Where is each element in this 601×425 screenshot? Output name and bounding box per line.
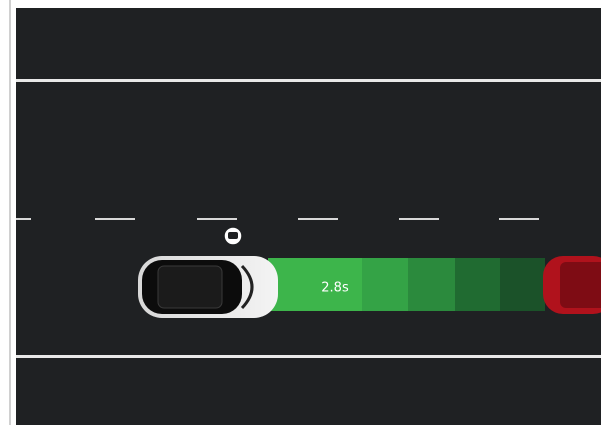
lane-line-top — [16, 79, 601, 82]
following-distance-bar — [268, 258, 545, 311]
own-car — [138, 256, 278, 318]
road — [16, 8, 601, 425]
assist-icon — [224, 227, 242, 245]
page: 2.8s (() => { const data = JSON.parse(do… — [0, 0, 601, 425]
scene: 2.8s — [0, 0, 601, 425]
lead-car — [543, 256, 601, 314]
side-border — [9, 0, 11, 425]
gap-time-label: 2.8s — [321, 281, 349, 296]
lane-line-bottom — [16, 355, 601, 358]
